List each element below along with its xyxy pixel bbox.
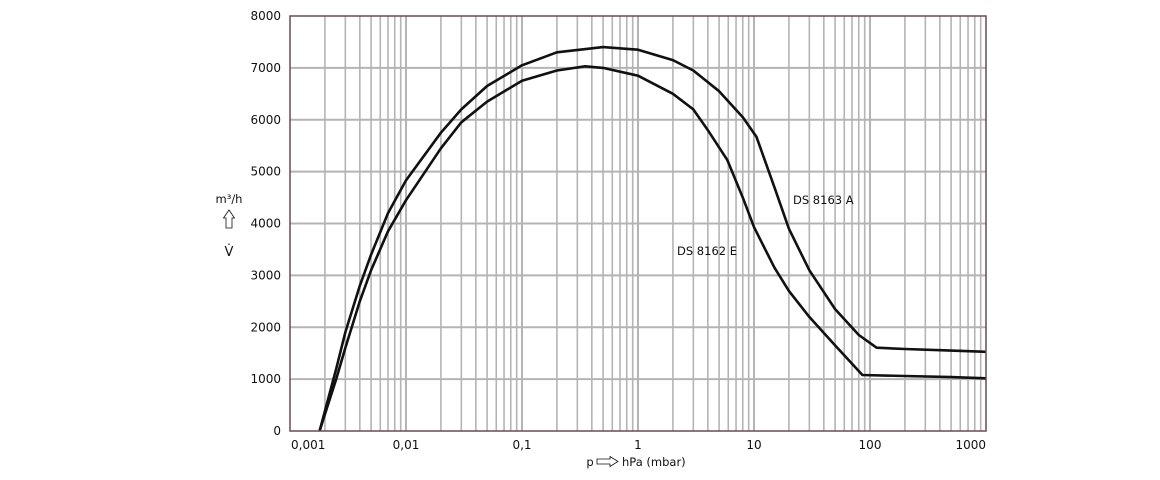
x-axis-arrow-icon xyxy=(596,455,619,468)
x-tick-label: 1 xyxy=(634,438,642,452)
y-tick-label: 2000 xyxy=(250,320,281,334)
x-tick-label: 0,01 xyxy=(393,438,420,452)
plot-frame xyxy=(289,15,987,432)
x-axis-prefix: p xyxy=(586,455,593,469)
y-tick-label: 1000 xyxy=(250,372,281,386)
x-tick-label: 10 xyxy=(746,438,761,452)
x-tick-label: 1000 xyxy=(955,438,986,452)
series-line-ds-8162-e xyxy=(318,65,987,432)
y-axis-arrow-icon xyxy=(222,209,236,229)
x-tick-labels: 0,001 0,01 0,1 1 10 100 1000 xyxy=(291,438,986,452)
x-tick-label: 100 xyxy=(859,438,882,452)
series-label-ds8162e: DS 8162 E xyxy=(677,244,737,258)
y-axis-unit: m³/h xyxy=(216,192,243,206)
x-tick-label: 0,001 xyxy=(291,438,325,452)
y-tick-label: 6000 xyxy=(250,113,281,127)
x-axis-label: hPa (mbar) xyxy=(622,455,686,469)
grid xyxy=(290,16,986,431)
y-tick-label: 4000 xyxy=(250,217,281,231)
y-tick-labels: 0 1000 2000 3000 4000 5000 6000 7000 8000 xyxy=(250,9,281,438)
series-lines xyxy=(318,45,987,432)
series-line-ds-8163-a xyxy=(318,45,987,432)
y-tick-label: 8000 xyxy=(250,9,281,23)
y-tick-label: 0 xyxy=(273,424,281,438)
y-tick-label: 5000 xyxy=(250,165,281,179)
y-tick-label: 7000 xyxy=(250,61,281,75)
x-tick-label: 0,1 xyxy=(512,438,531,452)
y-axis-symbol: V̇ xyxy=(225,245,234,260)
y-tick-label: 3000 xyxy=(250,268,281,282)
series-label-ds8163a: DS 8163 A xyxy=(793,193,854,207)
